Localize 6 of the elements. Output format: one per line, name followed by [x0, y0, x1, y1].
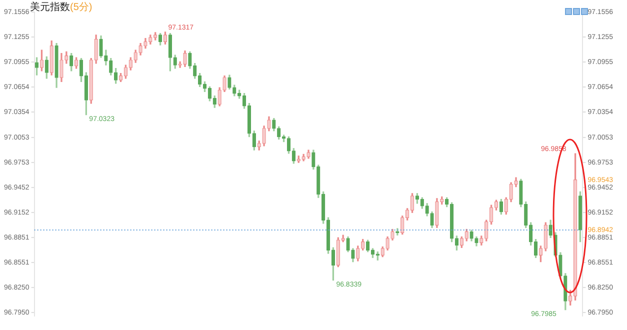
candlestick: [450, 202, 454, 242]
candlestick: [494, 200, 498, 210]
candlestick: [286, 136, 291, 154]
chart-title: 美元指数: [30, 2, 70, 13]
chart-subtitle: (5分): [70, 2, 92, 13]
candlestick: [163, 32, 168, 45]
